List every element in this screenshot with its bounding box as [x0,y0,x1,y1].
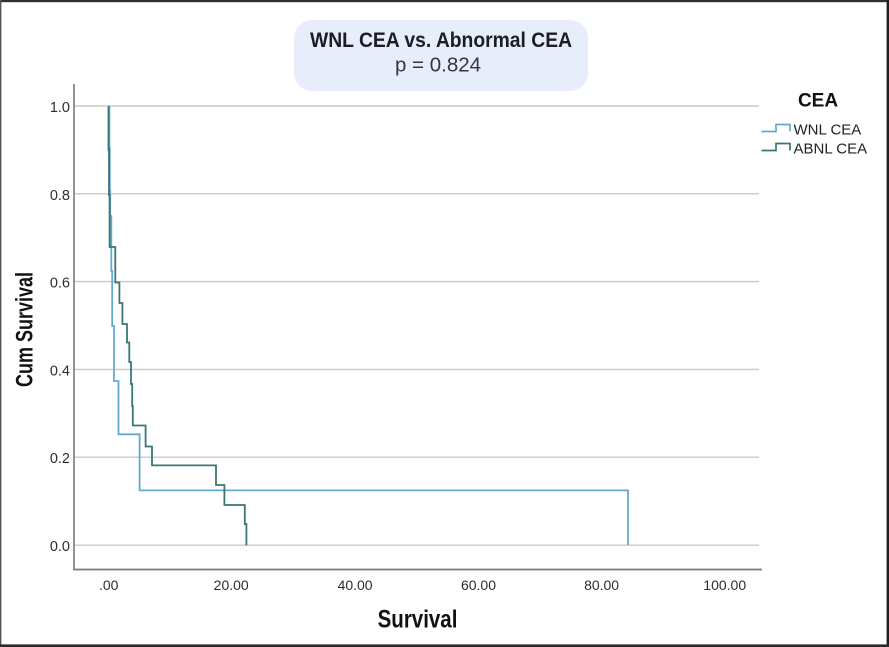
svg-text:CEA: CEA [798,91,838,112]
svg-text:40.00: 40.00 [338,577,373,593]
svg-text:WNL CEA vs. Abnormal CEA: WNL CEA vs. Abnormal CEA [310,29,572,52]
svg-text:100.00: 100.00 [703,577,746,593]
svg-text:0.6: 0.6 [50,276,70,292]
svg-text:0.4: 0.4 [50,363,70,379]
svg-text:WNL CEA: WNL CEA [794,122,862,139]
svg-text:ABNL CEA: ABNL CEA [794,141,868,158]
svg-text:Cum Survival: Cum Survival [12,272,38,387]
svg-text:.00: .00 [99,577,119,593]
svg-text:0.2: 0.2 [50,451,70,467]
svg-text:0.0: 0.0 [50,539,70,555]
svg-text:20.00: 20.00 [214,577,249,593]
svg-text:Survival: Survival [378,605,458,633]
svg-text:1.0: 1.0 [50,100,70,116]
svg-text:0.8: 0.8 [50,188,70,204]
svg-text:80.00: 80.00 [584,577,619,593]
svg-text:60.00: 60.00 [461,577,496,593]
svg-text:p = 0.824: p = 0.824 [395,54,481,77]
